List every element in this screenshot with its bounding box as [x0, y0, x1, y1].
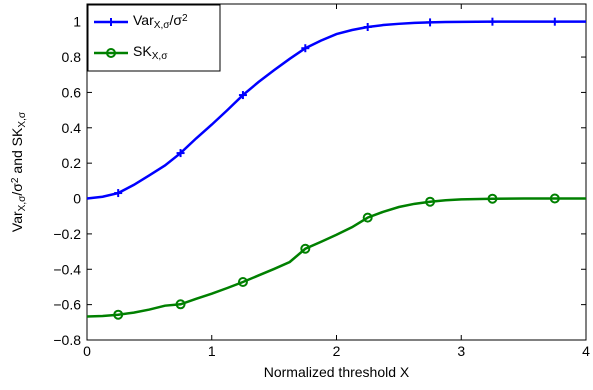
legend-label-1: VarX,σ/σ2 [133, 12, 188, 31]
x-tick-label: 1 [208, 343, 216, 359]
series-marker-2 [113, 309, 124, 320]
series-marker-1 [488, 17, 497, 26]
series-marker-2 [487, 193, 498, 204]
y-tick-label: −0.6 [53, 297, 81, 313]
series-marker-2 [175, 299, 186, 310]
x-tick-label: 3 [457, 343, 465, 359]
legend-marker [106, 48, 116, 58]
series-marker-1 [114, 189, 123, 198]
legend: VarX,σ/σ2 SKX,σ [87, 4, 221, 72]
x-axis-label: Normalized threshold X [264, 364, 410, 380]
y-tick-label: 0.6 [62, 84, 82, 100]
series-marker-1 [363, 22, 372, 31]
series-marker-2 [237, 276, 248, 287]
series-marker-2 [300, 243, 311, 254]
x-tick-label: 2 [333, 343, 341, 359]
series-marker-2 [425, 196, 436, 207]
x-tick-label: 4 [582, 343, 590, 359]
series-marker-1 [301, 44, 310, 53]
series-marker-2 [362, 212, 373, 223]
y-tick-label: −0.4 [53, 261, 81, 277]
legend-label-2: SKX,σ [133, 43, 168, 62]
y-tick-label: 0.8 [62, 49, 82, 65]
y-axis-label: VarX,σ/σ2 and SKX,σ [9, 111, 28, 232]
y-tick-label: −0.8 [53, 332, 81, 348]
series-marker-2 [549, 193, 560, 204]
y-tick-label: 0 [73, 191, 81, 207]
y-tick-label: 0.4 [62, 120, 82, 136]
x-tick-label: 0 [83, 343, 91, 359]
series-marker-1 [426, 18, 435, 27]
series-marker-1 [176, 149, 185, 158]
series-marker-1 [238, 91, 247, 100]
y-tick-label: 0.2 [62, 155, 82, 171]
legend-box [87, 4, 221, 72]
series-marker-1 [550, 17, 559, 26]
y-tick-label: −0.2 [53, 226, 81, 242]
series-line-2 [86, 197, 586, 318]
y-tick-label: 1 [73, 14, 81, 30]
